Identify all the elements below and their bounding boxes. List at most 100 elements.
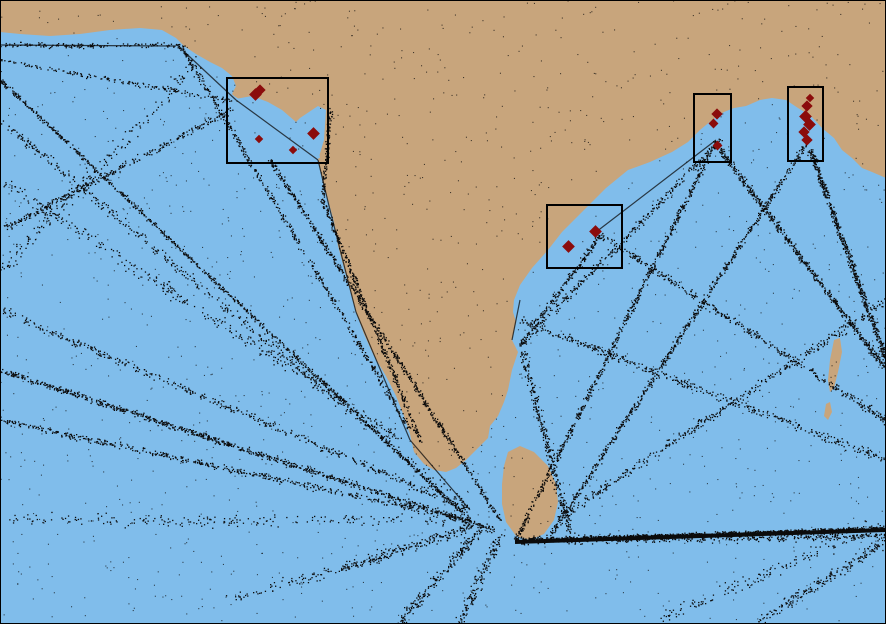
track-point [360,303,362,305]
track-point [210,280,213,282]
track-point [31,381,33,383]
track-point [413,467,415,470]
track-point [276,461,279,463]
track-point [262,419,264,421]
track-point [120,445,122,447]
track-point [164,88,167,90]
track-point [415,382,417,384]
track-point [264,475,266,477]
track-point [399,450,401,453]
track-point [49,429,51,431]
track-point [49,47,52,49]
track-point [292,363,294,365]
track-point [385,353,387,355]
track-point [30,66,33,68]
track-point [291,231,294,234]
track-point [395,498,397,501]
track-point [345,403,347,405]
track-point [14,221,16,224]
track-point [178,45,181,47]
track-point [343,400,345,402]
track-point [24,377,26,379]
track-point [243,321,245,323]
track-point [427,409,429,411]
track-point [73,73,75,75]
track-point [389,388,391,391]
track-point [464,521,466,523]
track-point [287,192,289,194]
track-point [73,190,76,192]
track-point [63,196,65,198]
track-point [315,381,318,383]
track-point [388,347,390,350]
track-point [339,453,341,455]
track-point [102,207,105,209]
track-point [392,403,394,405]
track-point [353,288,355,290]
track-point [319,378,321,380]
track-point [209,401,211,403]
track-point [270,160,272,163]
track-point [11,374,13,376]
track-point [120,192,122,194]
track-point [284,479,286,481]
track-point [132,412,134,415]
track-point [250,415,252,418]
track-point [411,486,413,488]
track-point [127,200,129,202]
track-point [103,177,105,179]
track-point [408,462,410,464]
track-point [104,439,106,441]
track-point [121,81,123,84]
track-point [245,309,247,312]
track-point [335,478,337,480]
track-point [22,423,24,425]
track-point [180,266,183,268]
track-point [145,419,147,421]
track-point [203,80,205,82]
track-point [353,459,355,461]
track-point [493,511,496,513]
track-point [252,475,255,477]
track-point [432,509,434,511]
track-point [409,372,411,375]
track-point [113,215,115,217]
track-point [168,456,170,458]
track-point [299,205,301,207]
track-point [188,429,190,431]
track-point [155,225,157,227]
track-point [353,289,355,291]
track-point [179,426,181,428]
track-point [156,452,159,454]
track-point [1,82,3,84]
track-point [380,376,382,378]
track-point [153,418,155,420]
track-point [424,478,426,480]
track-point [373,430,375,432]
track-point [116,218,118,220]
track-point [117,364,119,366]
track-point [439,492,441,494]
track-point [250,160,252,162]
track-point [28,217,31,219]
track-point [466,521,468,524]
track-point [3,420,5,422]
track-point [155,223,158,225]
track-point [129,81,131,83]
track-point [23,215,25,218]
track-point [340,268,342,270]
track-point [277,203,279,205]
land-island-east [828,338,842,392]
track-point [377,499,379,501]
track-point [354,461,357,463]
track-point [383,338,386,340]
track-point [140,413,143,415]
track-point [215,103,217,105]
track-point [260,419,262,421]
track-point [24,378,26,380]
track-point [344,480,346,483]
track-point [125,447,127,449]
track-point [174,90,176,92]
track-point [193,95,196,97]
track-point [355,292,357,294]
